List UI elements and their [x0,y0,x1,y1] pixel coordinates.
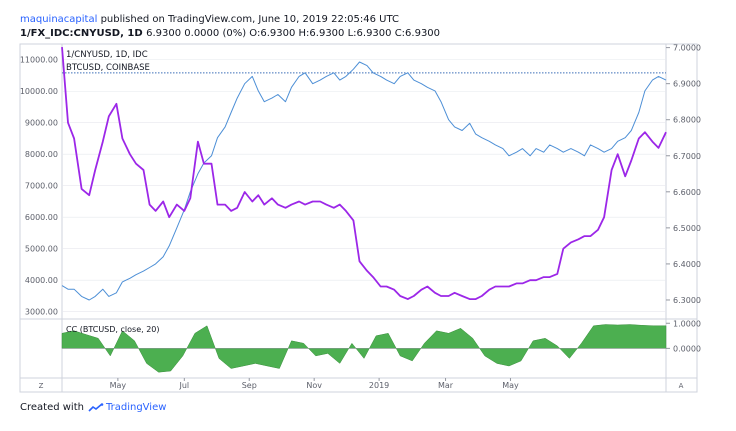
left-tick-label: 6000.00 [25,213,58,222]
tradingview-logo-icon [88,402,104,412]
ohlc-values: 6.9300 0.0000 (0%) O:6.9300 H:6.9300 L:6… [146,28,441,39]
time-tick-label: Sep [242,381,257,390]
right-tick-label: 6.8000 [673,116,701,125]
symbol-line: 1/FX_IDC:CNYUSD, 1D [20,28,143,39]
publish-header: maquinacapital published on TradingView.… [20,14,399,26]
right-tick-label: 6.4000 [673,260,701,269]
right-tick-label: 6.6000 [673,188,701,197]
right-tick-label: 7.0000 [673,44,701,53]
right-tick-label: 6.5000 [673,224,701,233]
zoom-control-left[interactable]: Z [39,382,44,390]
legend-cc: CC (BTCUSD, close, 20) [66,325,160,334]
left-tick-label: 9000.00 [25,119,58,128]
published-text: published on TradingView.com, June 10, 2… [100,14,400,25]
chart-frame [19,43,698,393]
left-tick-label: 8000.00 [25,150,58,159]
right-tick-label: 6.9000 [673,80,701,89]
auto-scale-control-right[interactable]: A [679,382,684,390]
series-line-btcusd [61,47,667,301]
footer: Created with TradingView [20,402,166,413]
left-tick-label: 7000.00 [25,182,58,191]
time-tick-label: Jul [178,381,189,390]
right-tick-label: 6.3000 [673,296,701,305]
cc-area [61,324,667,373]
author-link[interactable]: maquinacapital [20,14,98,25]
created-with-text: Created with [20,402,84,413]
cc-tick-label: 0.0000 [673,344,701,353]
left-tick-label: 10000.00 [20,87,58,96]
time-tick-label: May [502,381,519,390]
time-tick-label: 2019 [369,381,389,390]
left-tick-label: 3000.00 [25,308,58,317]
time-tick-label: Nov [306,381,322,390]
right-tick-label: 6.7000 [673,152,701,161]
time-tick-label: Mar [438,381,454,390]
left-tick-label: 11000.00 [20,56,58,65]
tradingview-brand-link[interactable]: TradingView [105,402,167,413]
cc-tick-label: 1.0000 [673,319,701,328]
time-tick-label: May [110,381,127,390]
left-tick-label: 4000.00 [25,276,58,285]
left-tick-label: 5000.00 [25,245,58,254]
legend-btcusd: BTCUSD, COINBASE [66,63,150,73]
legend-cnyusd: 1/CNYUSD, 1D, IDC [66,50,148,60]
symbol-header: 1/FX_IDC:CNYUSD, 1D 6.9300 0.0000 (0%) O… [20,28,440,40]
series-line-cnyusd [61,61,667,301]
